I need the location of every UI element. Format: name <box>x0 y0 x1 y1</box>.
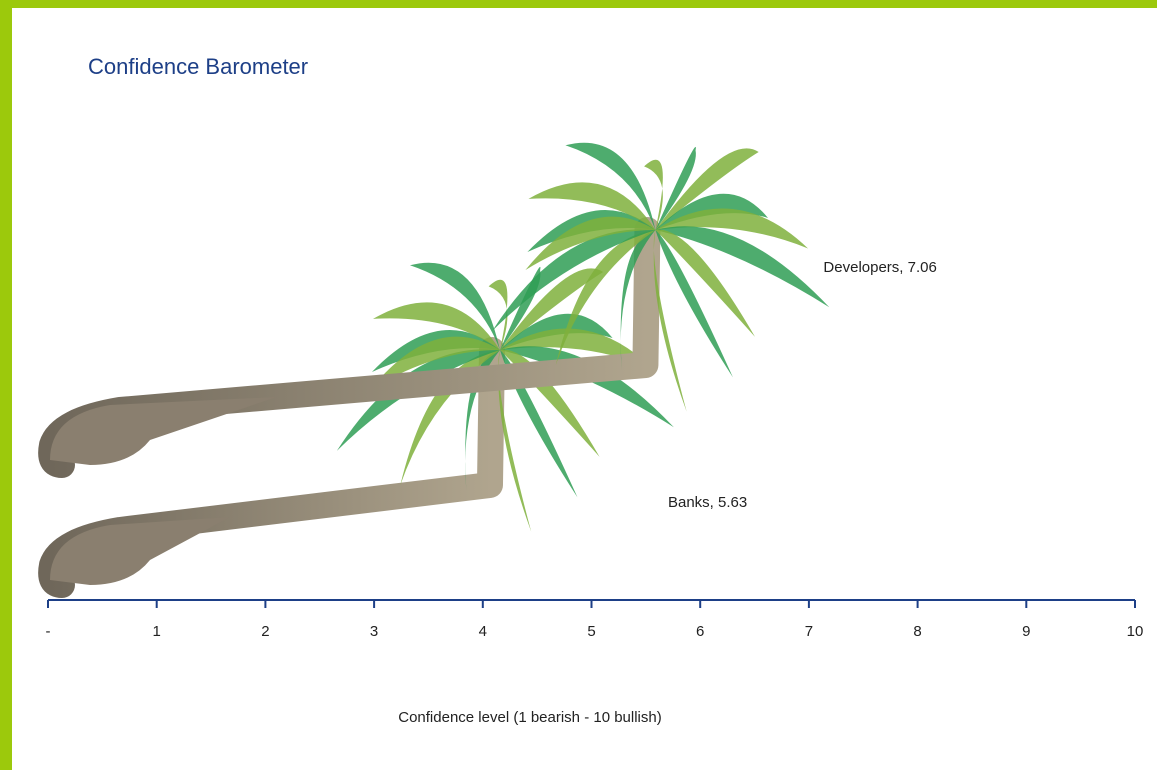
x-tick-label: 2 <box>261 623 269 640</box>
x-tick-label: 8 <box>913 623 921 640</box>
frond <box>655 226 829 307</box>
x-tick-label: 6 <box>696 623 704 640</box>
x-tick-label: - <box>46 623 51 640</box>
page: Confidence Barometer Confidence level (1… <box>12 8 1157 770</box>
x-tick-label: 4 <box>479 623 487 640</box>
x-tick-label: 5 <box>587 623 595 640</box>
chart-title: Confidence Barometer <box>88 54 308 79</box>
x-tick-label: 1 <box>153 623 161 640</box>
x-axis-label: Confidence level (1 bearish - 10 bullish… <box>398 709 661 726</box>
trunk-foot <box>50 517 230 585</box>
x-tick-label: 10 <box>1127 623 1144 640</box>
x-tick-label: 7 <box>805 623 813 640</box>
data-label: Banks, 5.63 <box>668 494 747 511</box>
chart: Confidence Barometer Confidence level (1… <box>12 8 1157 770</box>
x-tick-label: 9 <box>1022 623 1030 640</box>
data-label: Developers, 7.06 <box>823 259 936 276</box>
x-tick-label: 3 <box>370 623 378 640</box>
